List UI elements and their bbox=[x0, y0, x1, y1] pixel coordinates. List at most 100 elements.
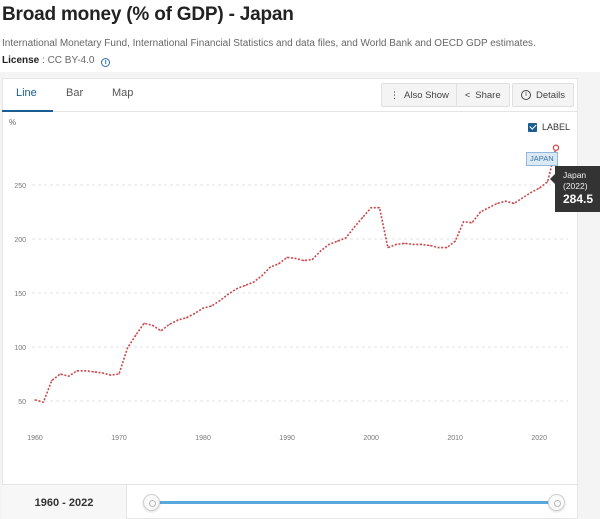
data-point[interactable] bbox=[530, 191, 532, 194]
x-tick-label: 2000 bbox=[363, 435, 379, 442]
share-button[interactable]: < Share bbox=[456, 83, 510, 107]
data-point[interactable] bbox=[286, 256, 288, 258]
data-point[interactable] bbox=[479, 211, 481, 213]
highlighted-point[interactable] bbox=[552, 144, 560, 151]
label-checkbox[interactable] bbox=[528, 122, 537, 132]
vertical-dots-icon: ⋮ bbox=[390, 89, 399, 100]
data-point[interactable] bbox=[252, 281, 255, 283]
share-label: Share bbox=[475, 89, 501, 101]
data-point[interactable] bbox=[84, 370, 87, 372]
data-point[interactable] bbox=[353, 226, 355, 228]
range-slider-start-handle[interactable] bbox=[143, 494, 160, 511]
data-point[interactable] bbox=[504, 200, 507, 202]
tooltip-value: 284.5 bbox=[563, 192, 594, 206]
details-button[interactable]: i Details bbox=[512, 83, 575, 107]
tab-line[interactable]: Line bbox=[16, 87, 37, 99]
data-point[interactable] bbox=[261, 275, 263, 277]
tab-bar[interactable]: Bar bbox=[66, 87, 84, 99]
info-icon[interactable]: i bbox=[101, 58, 111, 67]
data-point[interactable] bbox=[420, 243, 423, 245]
label-toggle[interactable]: LABEL bbox=[528, 122, 570, 132]
data-point[interactable] bbox=[387, 247, 389, 249]
data-point[interactable] bbox=[42, 401, 45, 403]
range-slider-end-handle[interactable] bbox=[548, 494, 565, 511]
data-point[interactable] bbox=[362, 216, 364, 218]
data-point[interactable] bbox=[219, 299, 221, 302]
data-point[interactable] bbox=[404, 242, 406, 244]
data-point[interactable] bbox=[462, 221, 465, 223]
series-japan[interactable] bbox=[34, 144, 560, 403]
data-point[interactable] bbox=[446, 247, 448, 249]
data-point[interactable] bbox=[294, 257, 297, 260]
data-point[interactable] bbox=[160, 330, 162, 332]
data-point[interactable] bbox=[320, 250, 322, 252]
y-tick-label: 100 bbox=[14, 345, 26, 352]
data-point[interactable] bbox=[185, 317, 187, 319]
data-point[interactable] bbox=[395, 243, 397, 245]
data-point[interactable] bbox=[34, 399, 36, 401]
data-point[interactable] bbox=[244, 284, 246, 287]
data-point[interactable] bbox=[521, 197, 523, 199]
data-point[interactable] bbox=[303, 260, 305, 262]
data-point[interactable] bbox=[126, 347, 129, 349]
data-point[interactable] bbox=[454, 240, 456, 242]
data-point[interactable] bbox=[110, 374, 112, 376]
data-point[interactable] bbox=[93, 371, 95, 373]
series-line-japan[interactable] bbox=[34, 147, 557, 403]
label-toggle-text: LABEL bbox=[542, 122, 571, 132]
x-tick-label: 2020 bbox=[531, 435, 547, 442]
tooltip-year: (2022) bbox=[563, 181, 588, 191]
data-point[interactable] bbox=[210, 305, 213, 307]
data-point[interactable] bbox=[76, 370, 78, 372]
data-point[interactable] bbox=[236, 288, 238, 290]
data-point[interactable] bbox=[412, 243, 414, 245]
data-point[interactable] bbox=[546, 181, 549, 183]
y-axis-ticks: 50 100 150 200 250 bbox=[14, 183, 26, 406]
data-point[interactable] bbox=[471, 222, 473, 224]
also-show-button[interactable]: ⋮ Also Show bbox=[381, 83, 458, 107]
data-point[interactable] bbox=[152, 324, 154, 326]
data-point[interactable] bbox=[429, 244, 431, 247]
x-tick-label: 1970 bbox=[111, 435, 127, 442]
info-circle-icon: i bbox=[521, 90, 531, 100]
year-range-label: 1960 - 2022 bbox=[2, 485, 127, 519]
data-point[interactable] bbox=[345, 237, 347, 239]
range-slider-track[interactable] bbox=[152, 501, 558, 504]
x-tick-label: 1960 bbox=[27, 435, 43, 442]
data-point[interactable] bbox=[378, 207, 381, 209]
x-tick-label: 1980 bbox=[195, 435, 211, 442]
data-point[interactable] bbox=[336, 240, 339, 242]
data-point[interactable] bbox=[202, 307, 204, 309]
data-point[interactable] bbox=[311, 258, 313, 261]
data-point[interactable] bbox=[68, 375, 70, 377]
data-point[interactable] bbox=[496, 202, 498, 204]
data-point[interactable] bbox=[227, 293, 229, 295]
source-note: International Monetary Fund, Internation… bbox=[2, 38, 536, 49]
range-end-year: 2022 bbox=[68, 496, 94, 509]
data-point[interactable] bbox=[513, 202, 515, 204]
data-point[interactable] bbox=[177, 319, 179, 321]
x-tick-label: 2010 bbox=[447, 435, 463, 442]
data-point[interactable] bbox=[168, 323, 171, 325]
data-point[interactable] bbox=[59, 373, 61, 375]
data-point[interactable] bbox=[437, 247, 439, 249]
data-point[interactable] bbox=[278, 263, 280, 265]
data-point[interactable] bbox=[51, 379, 53, 382]
data-point[interactable] bbox=[118, 373, 120, 375]
tab-map[interactable]: Map bbox=[112, 87, 134, 99]
data-point[interactable] bbox=[269, 266, 271, 268]
data-point[interactable] bbox=[101, 372, 103, 374]
y-axis-unit: % bbox=[9, 118, 16, 127]
data-point[interactable] bbox=[143, 322, 145, 324]
data-point[interactable] bbox=[194, 312, 196, 315]
data-point[interactable] bbox=[328, 243, 330, 245]
line-chart: 50 100 150 200 250 1960 1970 1980 1990 2000 2010 2… bbox=[9, 118, 568, 442]
data-point[interactable] bbox=[135, 334, 137, 336]
data-point[interactable] bbox=[538, 187, 540, 189]
page-title: Broad money (% of GDP) - Japan bbox=[2, 4, 294, 25]
data-point[interactable] bbox=[488, 207, 490, 209]
license-value: : CC BY-4.0 bbox=[42, 55, 95, 66]
x-tick-label: 1990 bbox=[279, 435, 295, 442]
data-point[interactable] bbox=[370, 207, 372, 209]
view-tabs: Line Bar Map bbox=[2, 78, 578, 112]
